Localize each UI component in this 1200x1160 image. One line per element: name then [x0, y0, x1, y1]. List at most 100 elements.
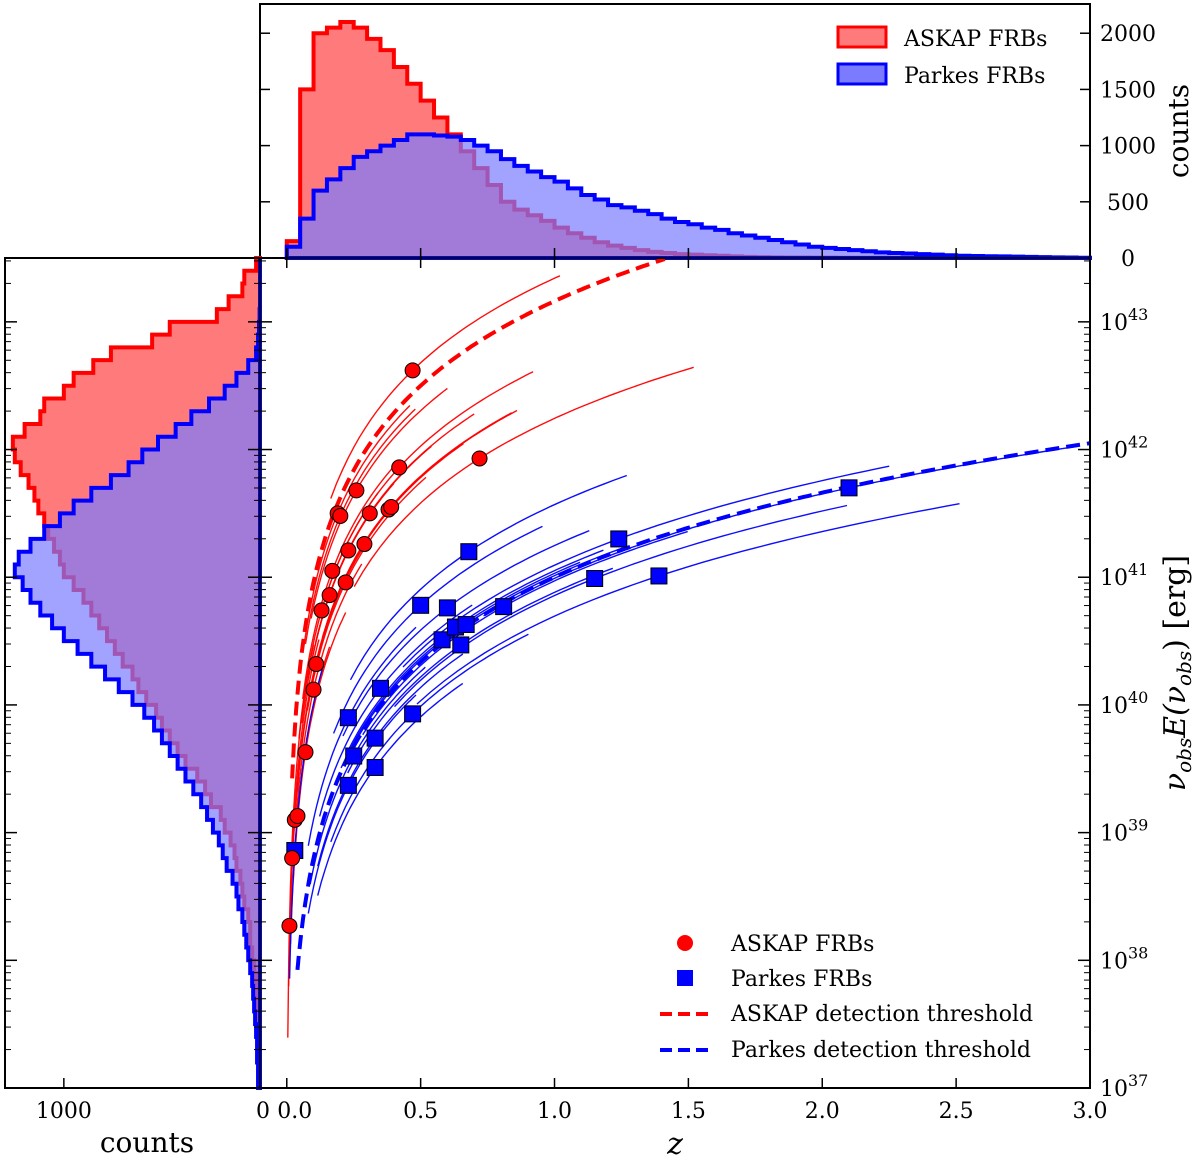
- askap-frb-marker: [391, 459, 408, 476]
- legend-marker-askap: [677, 935, 693, 951]
- parkes-frb-marker: [457, 615, 475, 633]
- left-x-tick-label-origin: 0: [256, 1099, 270, 1124]
- askap-frb-marker: [356, 536, 373, 553]
- askap-track: [315, 413, 475, 642]
- parkes-frb-marker: [339, 709, 357, 727]
- parkes-frb-marker: [610, 530, 628, 548]
- main-plot-frame: [259, 257, 1091, 1089]
- ytick-exponent: 39: [1128, 816, 1148, 835]
- left-x-ticks: 1000: [36, 1078, 92, 1124]
- parkes-frb-marker: [650, 567, 668, 585]
- legend-label-askap-threshold: ASKAP detection threshold: [730, 1002, 1033, 1027]
- parkes-frb-marker: [586, 570, 604, 588]
- askap-track: [325, 371, 534, 596]
- main-tracks: [287, 275, 1077, 1038]
- parkes-track: [342, 529, 590, 737]
- top-y-tick-label: 1500: [1100, 78, 1156, 103]
- main-x-tick-label: 2.5: [939, 1099, 974, 1124]
- parkes-track: [416, 503, 960, 705]
- ytick-base: 10: [1100, 439, 1128, 464]
- ytick-base: 10: [1100, 949, 1128, 974]
- ylabel-e: E(ν: [1158, 686, 1193, 739]
- main-x-tick-label: 0.5: [403, 1099, 438, 1124]
- top-histogram-panel: 0 500 1000 1500 2000 counts ASKAP FRBs Parke…: [259, 3, 1195, 272]
- askap-track: [310, 387, 448, 619]
- main-x-tick-label: 3.0: [1073, 1099, 1108, 1124]
- askap-frb-marker: [340, 542, 357, 559]
- top-legend-label-parkes: Parkes FRBs: [904, 64, 1045, 89]
- main-legend: ASKAP FRBs Parkes FRBs ASKAP detection t…: [660, 932, 1033, 1063]
- top-y-ticks: 0 500 1000 1500 2000: [260, 22, 1156, 272]
- askap-frb-marker: [337, 574, 354, 591]
- ytick-base: 10: [1100, 694, 1128, 719]
- main-y-tick-label: 1037: [1100, 1071, 1148, 1102]
- legend-label-parkes-threshold: Parkes detection threshold: [731, 1038, 1031, 1063]
- parkes-track: [393, 504, 848, 708]
- askap-frb-marker: [308, 656, 325, 673]
- askap-frb-marker: [297, 744, 314, 761]
- left-y-ticks: [5, 260, 260, 1089]
- askap-frb-marker: [305, 681, 322, 698]
- main-x-axis-label: z: [666, 1127, 683, 1160]
- main-threshold-curves: [290, 257, 1091, 971]
- parkes-frb-marker: [438, 599, 456, 617]
- askap-frb-marker: [348, 482, 365, 499]
- top-y-axis-label: counts: [1162, 84, 1195, 178]
- main-y-tick-label: 1043: [1100, 305, 1148, 336]
- ytick-base: 10: [1100, 822, 1128, 847]
- main-y-axis-label: νobsE(νobs) [erg]: [1158, 555, 1196, 791]
- parkes-frb-marker: [452, 636, 470, 654]
- main-x-tick-label: 1.5: [671, 1099, 706, 1124]
- main-y-tick-label: 1038: [1100, 943, 1148, 974]
- main-x-tick-label: 2.0: [805, 1099, 840, 1124]
- ytick-exponent: 41: [1128, 560, 1148, 579]
- ylabel-nu: ν: [1158, 773, 1193, 791]
- top-legend-swatch-askap: [836, 25, 888, 49]
- main-x-ticks: 0.0 0.5 1.0 1.5 2.0 2.5 3.0: [277, 258, 1108, 1124]
- legend-label-parkes-frbs: Parkes FRBs: [731, 967, 872, 992]
- parkes-frb-marker: [404, 705, 422, 723]
- ylabel-unit: ) [erg]: [1158, 555, 1193, 651]
- parkes-frb-marker: [460, 543, 478, 561]
- parkes-track: [317, 682, 464, 896]
- parkes-track: [362, 530, 688, 736]
- askap-frb-marker: [361, 505, 378, 522]
- left-hist-parkes: [12, 258, 262, 1090]
- askap-frb-marker: [383, 499, 400, 515]
- parkes-track: [317, 653, 464, 867]
- left-x-tick-label: 1000: [36, 1099, 92, 1124]
- askap-frb-marker: [289, 808, 306, 825]
- legend-marker-parkes: [677, 970, 693, 986]
- parkes-track: [307, 626, 417, 846]
- parkes-track: [347, 567, 614, 774]
- parkes-frb-marker: [366, 729, 384, 747]
- top-legend: ASKAP FRBs Parkes FRBs: [836, 25, 1047, 89]
- ytick-base: 10: [1100, 1077, 1128, 1102]
- parkes-track: [330, 633, 529, 843]
- askap-frb-marker: [313, 602, 330, 619]
- askap-frb-marker: [471, 450, 488, 467]
- parkes-track: [318, 604, 473, 817]
- parkes-frb-marker: [840, 479, 858, 497]
- askap-frb-marker: [404, 362, 421, 379]
- askap-frb-marker: [321, 587, 338, 604]
- parkes-frb-marker: [495, 598, 513, 616]
- askap-frb-marker: [281, 917, 298, 934]
- main-y-tick-label: 1041: [1100, 560, 1148, 591]
- ylabel-sub-obs: obs: [1172, 738, 1196, 773]
- top-y-tick-label: 500: [1107, 191, 1149, 216]
- main-y-tick-label: 1039: [1100, 816, 1148, 847]
- legend-label-askap-frbs: ASKAP FRBs: [730, 932, 874, 957]
- main-y-tick-label: 1042: [1100, 433, 1148, 464]
- askap-track: [330, 275, 561, 499]
- left-histogram-bars: [10, 256, 262, 1090]
- main-scatter-panel: 0.0 0.5 1.0 1.5 2.0 2.5 3.0 103710381039104010…: [259, 257, 1196, 1160]
- ylabel-sub-obs-2: obs: [1172, 651, 1196, 686]
- ytick-exponent: 38: [1128, 943, 1148, 962]
- askap-frb-marker: [324, 562, 341, 579]
- main-markers: [281, 362, 858, 934]
- parkes-frb-marker: [433, 631, 451, 649]
- left-x-axis-label: counts: [100, 1126, 194, 1159]
- main-y-tick-label: 1040: [1100, 688, 1148, 719]
